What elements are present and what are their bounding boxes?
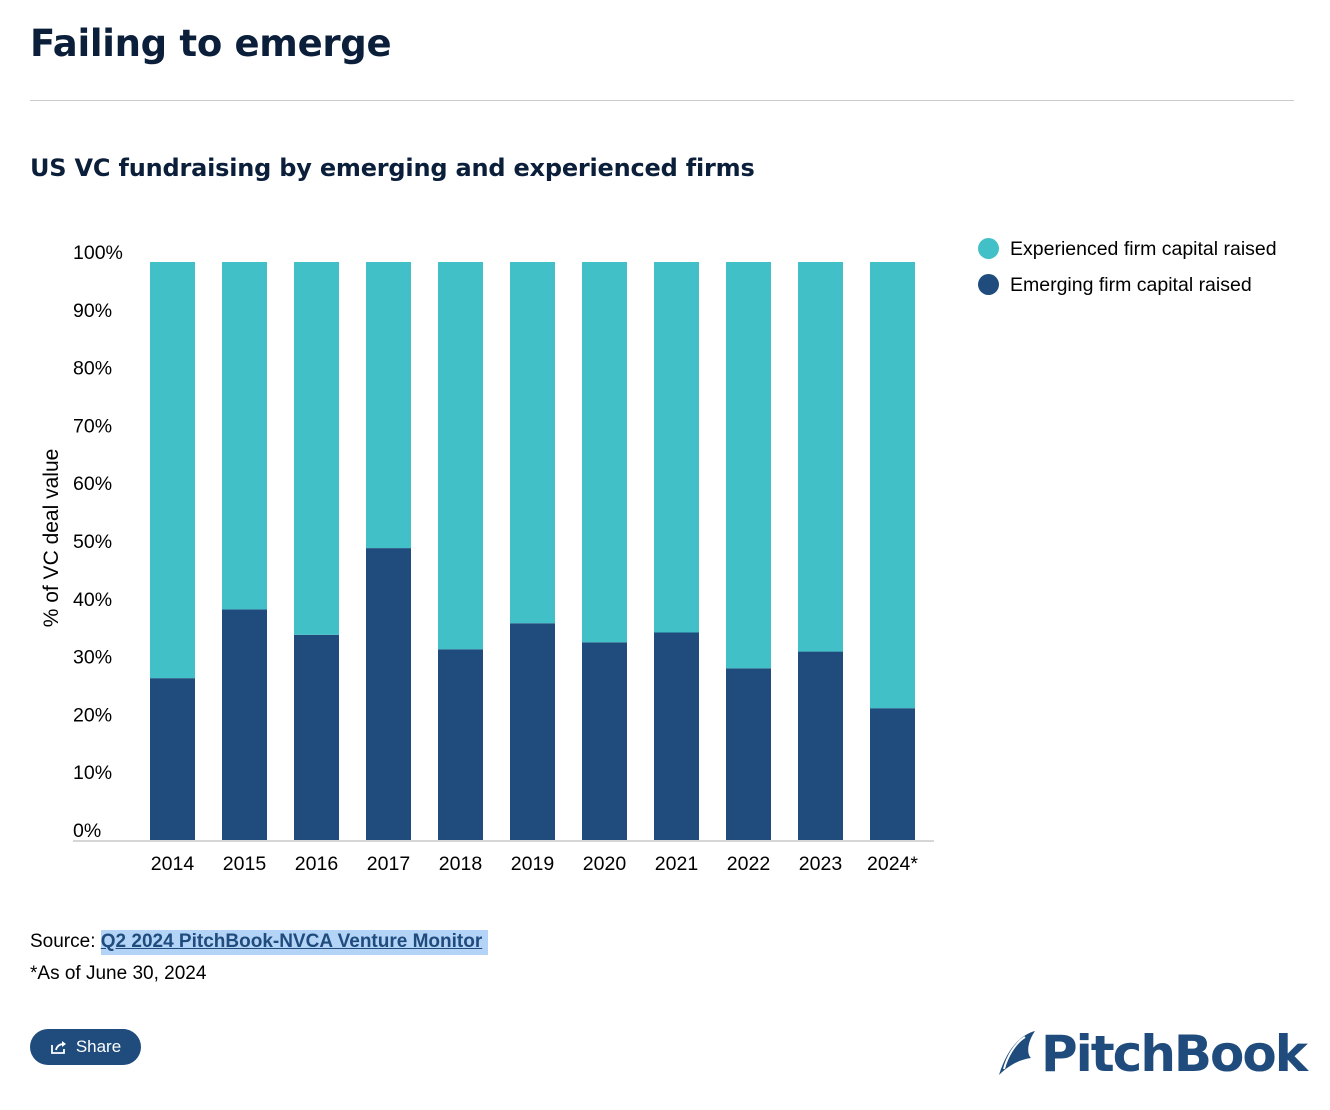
x-tick-label: 2019: [511, 853, 554, 875]
x-tick-label: 2015: [223, 853, 267, 875]
bar-experienced-2021[interactable]: [654, 262, 699, 633]
legend: Experienced firm capital raised Emerging…: [978, 236, 1298, 308]
y-tick-label: 10%: [73, 762, 112, 784]
bar-experienced-2022[interactable]: [726, 262, 771, 669]
bar-emerging-2020[interactable]: [582, 642, 627, 840]
bar-emerging-2021[interactable]: [654, 632, 699, 840]
legend-item-emerging[interactable]: Emerging firm capital raised: [978, 272, 1298, 298]
bar-emerging-2017[interactable]: [366, 548, 411, 840]
bar-experienced-2014[interactable]: [150, 262, 195, 679]
y-tick-label: 100%: [73, 242, 123, 264]
bar-emerging-2018[interactable]: [438, 649, 483, 840]
bar-emerging-2014[interactable]: [150, 678, 195, 840]
source-link[interactable]: Q2 2024 PitchBook-NVCA Venture Monitor: [100, 930, 489, 955]
x-tick-label: 2021: [655, 853, 698, 875]
x-tick-label: 2017: [367, 853, 410, 875]
source-prefix: Source:: [30, 931, 101, 952]
y-tick-label: 30%: [73, 647, 112, 669]
bar-experienced-2017[interactable]: [366, 262, 411, 549]
bar-emerging-2019[interactable]: [510, 623, 555, 840]
x-tick-label: 2023: [799, 853, 842, 875]
x-tick-label: 2016: [295, 853, 338, 875]
y-tick-label: 0%: [73, 820, 101, 842]
share-button[interactable]: Share: [30, 1029, 141, 1065]
legend-label-emerging: Emerging firm capital raised: [1010, 274, 1252, 296]
bar-emerging-2024[interactable]: [870, 708, 915, 840]
source-line: Source: Q2 2024 PitchBook-NVCA Venture M…: [30, 930, 489, 955]
share-label: Share: [75, 1037, 122, 1056]
y-tick-label: 20%: [73, 704, 112, 726]
bars: [150, 262, 915, 840]
title-divider: [30, 100, 1294, 101]
bar-experienced-2018[interactable]: [438, 262, 483, 650]
legend-swatch-emerging: [978, 274, 999, 295]
y-tick-label: 60%: [73, 473, 112, 495]
legend-swatch-experienced: [978, 238, 999, 259]
pitchbook-logo-text: PitchBook: [1041, 1025, 1308, 1083]
y-tick-label: 90%: [73, 300, 112, 322]
legend-item-experienced[interactable]: Experienced firm capital raised: [978, 236, 1298, 262]
pitchbook-logo: PitchBook: [995, 1024, 1308, 1084]
x-tick-label: 2020: [583, 853, 627, 875]
bar-experienced-2019[interactable]: [510, 262, 555, 624]
y-axis-label: % of VC deal value: [40, 449, 63, 628]
x-axis-ticks: 2014 2015 2016 2017 2018 2019 2020 2021 2022 2023…: [151, 853, 919, 875]
bar-experienced-2023[interactable]: [798, 262, 843, 652]
pitchbook-logo-mark: [999, 1031, 1035, 1075]
share-icon: [50, 1039, 68, 1055]
x-tick-label: 2022: [727, 853, 770, 875]
legend-label-experienced: Experienced firm capital raised: [1010, 238, 1277, 260]
bar-experienced-2024[interactable]: [870, 262, 915, 709]
chart-title: Failing to emerge: [30, 22, 392, 65]
y-tick-label: 70%: [73, 415, 112, 437]
bar-emerging-2022[interactable]: [726, 668, 771, 840]
x-tick-label: 2018: [439, 853, 482, 875]
x-tick-label: 2014: [151, 853, 195, 875]
y-axis-ticks: 0% 10% 20% 30% 40% 50% 60% 70% 80% 90% 100%: [73, 242, 123, 842]
bar-experienced-2016[interactable]: [294, 262, 339, 635]
y-tick-label: 80%: [73, 358, 112, 380]
y-tick-label: 40%: [73, 589, 112, 611]
bar-emerging-2023[interactable]: [798, 651, 843, 840]
chart-subtitle: US VC fundraising by emerging and experi…: [30, 154, 755, 182]
x-tick-label: 2024*: [867, 853, 918, 875]
stacked-bar-chart: 0%10%20%30%40%50%60%70%80%90%100% 2014 20…: [40, 242, 934, 875]
bar-emerging-2016[interactable]: [294, 634, 339, 840]
bar-emerging-2015[interactable]: [222, 609, 267, 840]
y-tick-label: 50%: [73, 531, 112, 553]
footnote: *As of June 30, 2024: [30, 963, 207, 984]
bar-experienced-2020[interactable]: [582, 262, 627, 643]
bar-experienced-2015[interactable]: [222, 262, 267, 610]
